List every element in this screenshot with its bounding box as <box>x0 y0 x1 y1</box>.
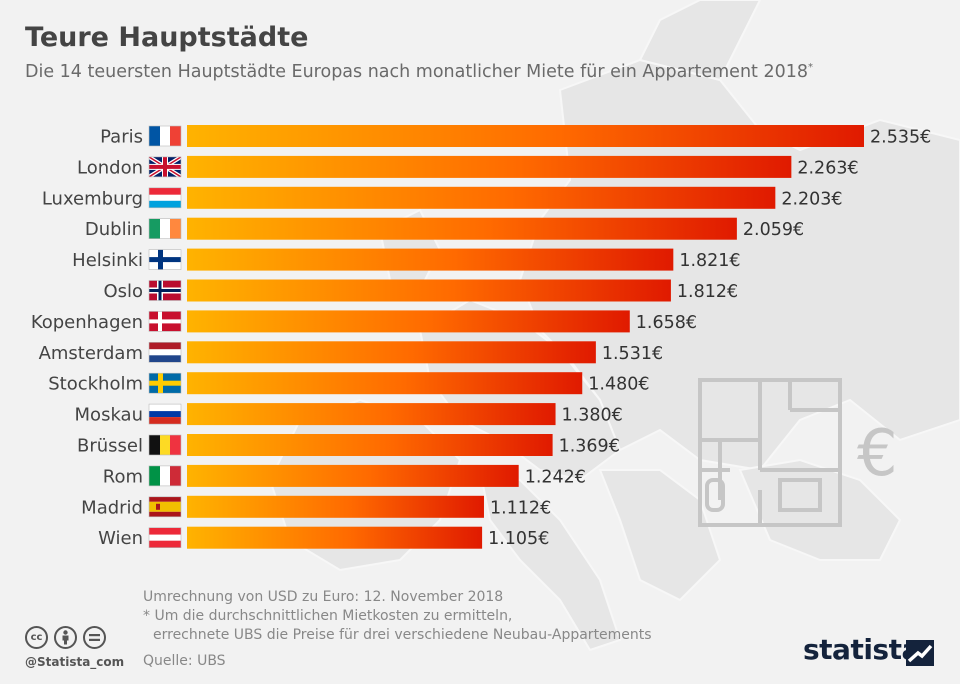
category-label-london: London <box>77 157 143 178</box>
value-label-dublin: 2.059€ <box>743 220 804 240</box>
conversion-note: Umrechnung von USD zu Euro: 12. November… <box>143 589 504 605</box>
statista-handle[interactable]: @Statista_com <box>25 655 125 669</box>
category-label-amsterdam: Amsterdam <box>39 343 143 364</box>
category-label-stockholm: Stockholm <box>48 374 143 395</box>
flag-border <box>148 434 182 456</box>
bar-paris <box>187 125 864 147</box>
value-label-kopenhagen: 1.658€ <box>636 313 697 333</box>
bar-brüssel <box>187 434 553 456</box>
category-label-paris: Paris <box>100 127 143 148</box>
value-label-brüssel: 1.369€ <box>559 437 620 457</box>
bar-stockholm <box>187 372 583 395</box>
value-label-stockholm: 1.480€ <box>588 375 649 395</box>
netherlands-flag-icon <box>149 342 181 363</box>
bar-rom <box>187 464 519 487</box>
license-icons: cc <box>25 626 106 649</box>
category-label-dublin: Dublin <box>85 219 143 240</box>
category-label-helsinki: Helsinki <box>72 250 143 271</box>
belgium-flag-icon <box>149 435 181 455</box>
by-icon[interactable] <box>54 626 77 649</box>
austria-flag-icon <box>149 527 181 548</box>
bar-amsterdam <box>187 341 596 364</box>
footnotes: Umrechnung von USD zu Euro: 12. November… <box>143 588 652 671</box>
subtitle-footnote-mark: * <box>808 62 813 74</box>
flag-border <box>148 341 182 363</box>
category-label-rom: Rom <box>103 466 143 487</box>
flag-border <box>148 280 182 301</box>
floorplan-icon <box>698 378 842 527</box>
value-label-wien: 1.105€ <box>488 529 549 549</box>
flag-border <box>148 527 182 549</box>
bar-london <box>187 155 792 178</box>
flag-border <box>148 125 182 147</box>
category-label-madrid: Madrid <box>81 497 143 518</box>
source-note: Quelle: UBS <box>143 653 226 669</box>
value-label-rom: 1.242€ <box>525 467 586 487</box>
denmark-flag-icon <box>149 311 181 332</box>
france-flag-icon <box>149 126 181 146</box>
flag-border <box>148 311 182 332</box>
value-label-paris: 2.535€ <box>870 128 931 148</box>
category-label-kopenhagen: Kopenhagen <box>31 312 143 333</box>
statista-logo[interactable]: statista <box>803 633 920 666</box>
bar-madrid <box>187 495 484 518</box>
category-label-moskau: Moskau <box>75 405 143 426</box>
flag-border <box>148 372 182 394</box>
flag-border <box>148 218 182 239</box>
finland-flag-icon <box>149 249 181 270</box>
value-label-luxemburg: 2.203€ <box>781 189 842 209</box>
value-label-madrid: 1.112€ <box>490 498 551 518</box>
bar-wien <box>187 526 483 549</box>
statista-logo-icon <box>906 640 934 666</box>
cc-icon[interactable]: cc <box>25 626 48 649</box>
value-label-oslo: 1.812€ <box>677 282 738 302</box>
russia-flag-icon <box>149 404 181 425</box>
bar-moskau <box>187 403 556 426</box>
nd-icon[interactable] <box>83 626 106 649</box>
luxembourg-flag-icon <box>149 187 181 208</box>
value-label-helsinki: 1.821€ <box>679 251 740 271</box>
method-note-continued: errechnete UBS die Preise für drei versc… <box>153 627 652 643</box>
category-label-oslo: Oslo <box>103 281 143 302</box>
flag-border <box>148 249 182 270</box>
method-note: * Um die durchschnittlichen Mietkosten z… <box>143 608 513 624</box>
flag-border <box>148 156 182 178</box>
bar-luxemburg <box>187 186 776 209</box>
category-label-wien: Wien <box>98 528 143 549</box>
bar-dublin <box>187 217 737 240</box>
sweden-flag-icon <box>149 373 181 394</box>
italy-flag-icon <box>149 465 181 486</box>
flag-border <box>148 187 182 209</box>
norway-flag-icon <box>149 280 181 301</box>
flag-border <box>148 403 182 425</box>
chart-subtitle: Die 14 teuersten Hauptstädte Europas nac… <box>25 62 813 82</box>
category-label-brüssel: Brüssel <box>77 436 143 457</box>
bar-helsinki <box>187 248 674 271</box>
bar-oslo <box>187 279 671 302</box>
value-label-amsterdam: 1.531€ <box>602 344 663 364</box>
flag-border <box>148 496 182 518</box>
ireland-flag-icon <box>149 218 181 239</box>
uk-flag-icon <box>149 156 181 177</box>
chart-title: Teure Hauptstädte <box>25 22 309 53</box>
flag-border <box>148 465 182 487</box>
category-label-luxemburg: Luxemburg <box>42 188 143 209</box>
bar-kopenhagen <box>187 310 630 333</box>
spain-flag-icon <box>149 496 181 517</box>
value-label-moskau: 1.380€ <box>562 406 623 426</box>
euro-sign-icon: € <box>857 417 898 491</box>
value-label-london: 2.263€ <box>797 158 858 178</box>
